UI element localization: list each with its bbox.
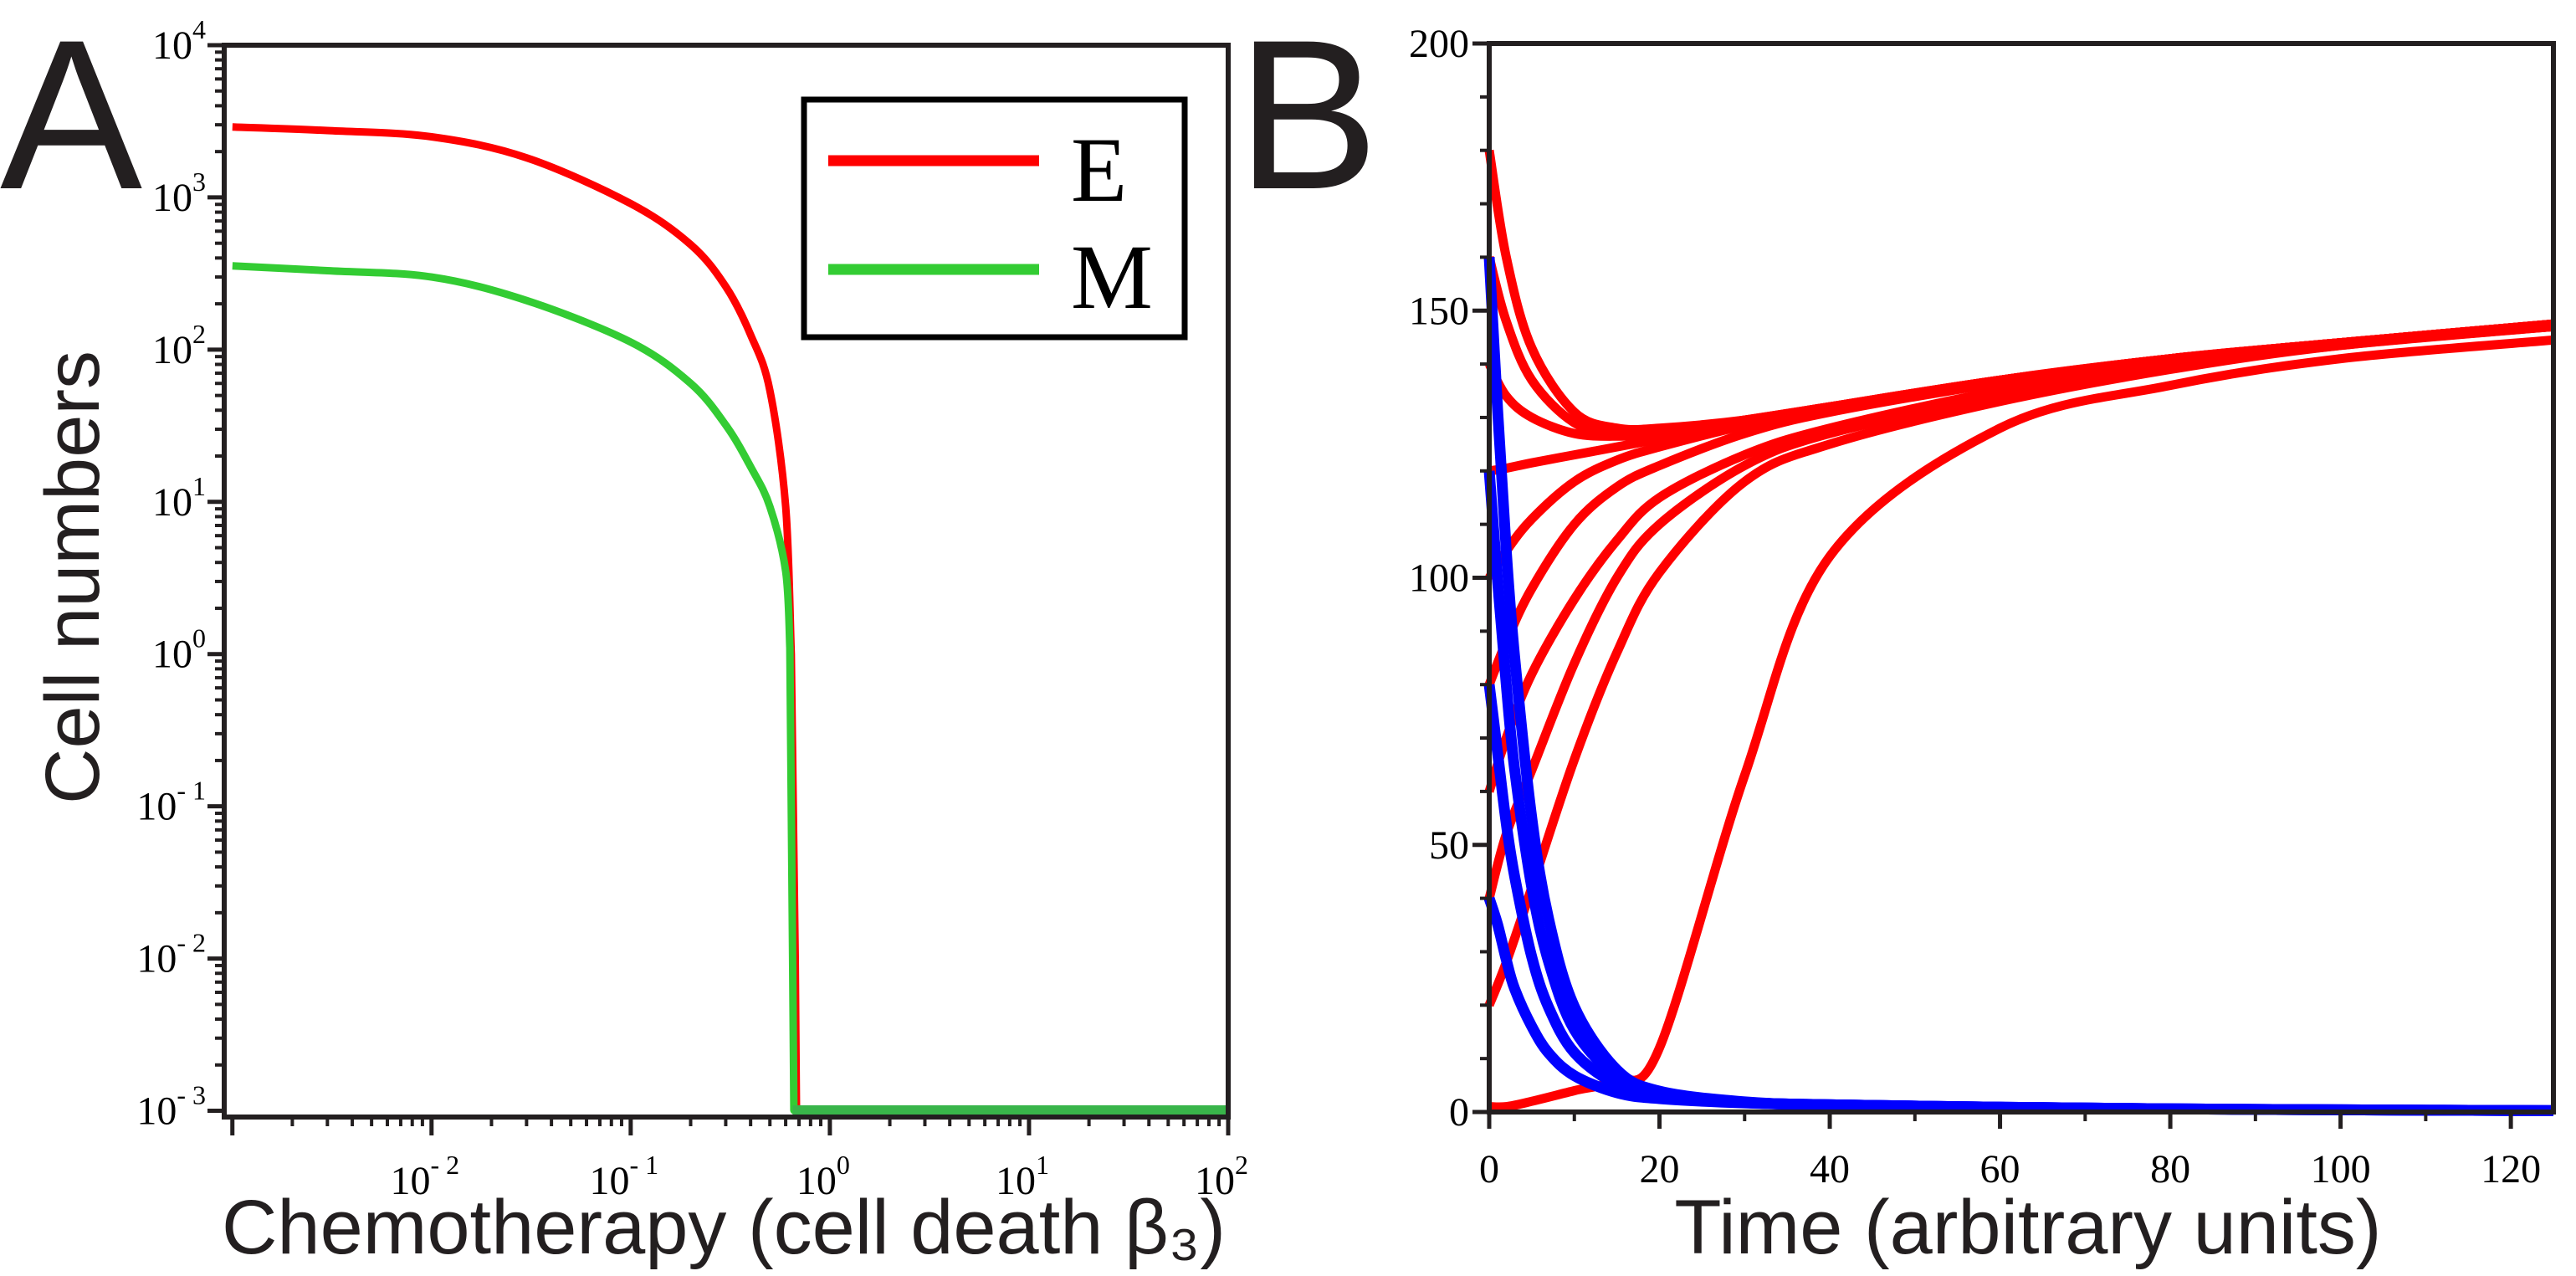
blue-trajectory	[1483, 470, 2554, 1116]
legend-label-e: E	[1071, 119, 1127, 221]
x-tick-label: 100	[2311, 1147, 2371, 1191]
panel-b: B 0 50 100 150 200 0 20 40 60 80 100 120 Time (arbi…	[1237, 0, 2556, 1270]
panel-b-curves	[1483, 149, 2554, 1116]
x-tick-label: 60	[1980, 1147, 2020, 1191]
x-tick-exponent: 1	[1036, 1150, 1049, 1180]
y-tick-exponent: 2	[192, 319, 206, 349]
panel-a-ylabel: Cell numbers	[30, 351, 115, 804]
y-tick-exponent: 1	[192, 471, 206, 501]
y-tick-label: 10- 1	[136, 776, 206, 829]
panel-b-ticks: 0 50 100 150 200 0 20 40 60 80 100 120	[1409, 22, 2541, 1191]
panel-label-a: A	[0, 0, 142, 234]
legend-label-m: M	[1071, 226, 1153, 328]
y-tick-exponent: 3	[192, 167, 206, 197]
y-tick-label: 50	[1429, 823, 1469, 868]
y-tick-label: 10- 3	[136, 1080, 206, 1134]
y-tick-exponent: 4	[192, 14, 206, 44]
x-tick-label: 120	[2481, 1147, 2541, 1191]
panel-a-xlabel: Chemotherapy (cell death β₃)	[222, 1185, 1226, 1270]
x-tick-label: 0	[1479, 1147, 1499, 1191]
y-tick-exponent: - 2	[177, 928, 206, 958]
panel-a-frame	[222, 43, 1231, 1120]
red-trajectory	[1484, 321, 2554, 1007]
x-tick-label: 80	[2150, 1147, 2190, 1191]
y-tick-label: 100	[1409, 556, 1469, 601]
y-tick-label: 100	[152, 623, 206, 677]
y-tick-label: 104	[152, 14, 206, 68]
y-tick-label: 200	[1409, 22, 1469, 66]
x-tick-label: 20	[1640, 1147, 1680, 1191]
y-tick-label: 101	[152, 471, 206, 525]
series-line-m	[232, 262, 1228, 1115]
red-trajectory	[1488, 335, 2554, 1112]
panel-a-curves	[232, 123, 1228, 1115]
x-tick-exponent: 2	[1235, 1150, 1248, 1180]
y-tick-label: 150	[1409, 289, 1469, 333]
series-line-e	[232, 123, 1228, 1115]
x-tick-exponent: - 1	[630, 1150, 659, 1180]
x-tick-label: 10- 2	[390, 1150, 459, 1203]
blue-trajectory	[1483, 684, 2554, 1116]
legend: E M	[801, 96, 1188, 341]
red-trajectory	[1484, 321, 2554, 900]
y-tick-exponent: 0	[192, 623, 206, 653]
y-tick-exponent: - 1	[177, 776, 206, 806]
panel-b-frame	[1487, 41, 2556, 1115]
y-tick-label: 0	[1449, 1090, 1469, 1135]
panel-label-b: B	[1237, 0, 1379, 234]
legend-box	[801, 96, 1188, 341]
y-tick-exponent: - 3	[177, 1080, 206, 1110]
blue-trajectory	[1483, 896, 2554, 1116]
y-tick-label: 10- 2	[136, 928, 206, 981]
x-tick-exponent: - 2	[430, 1150, 459, 1180]
x-tick-label: 40	[1810, 1147, 1850, 1191]
red-trajectory	[1484, 255, 2554, 440]
y-tick-label: 102	[152, 319, 206, 372]
y-tick-label: 103	[152, 167, 206, 220]
x-tick-exponent: 0	[837, 1150, 850, 1180]
panel-b-xlabel: Time (arbitrary units)	[1674, 1185, 2381, 1270]
